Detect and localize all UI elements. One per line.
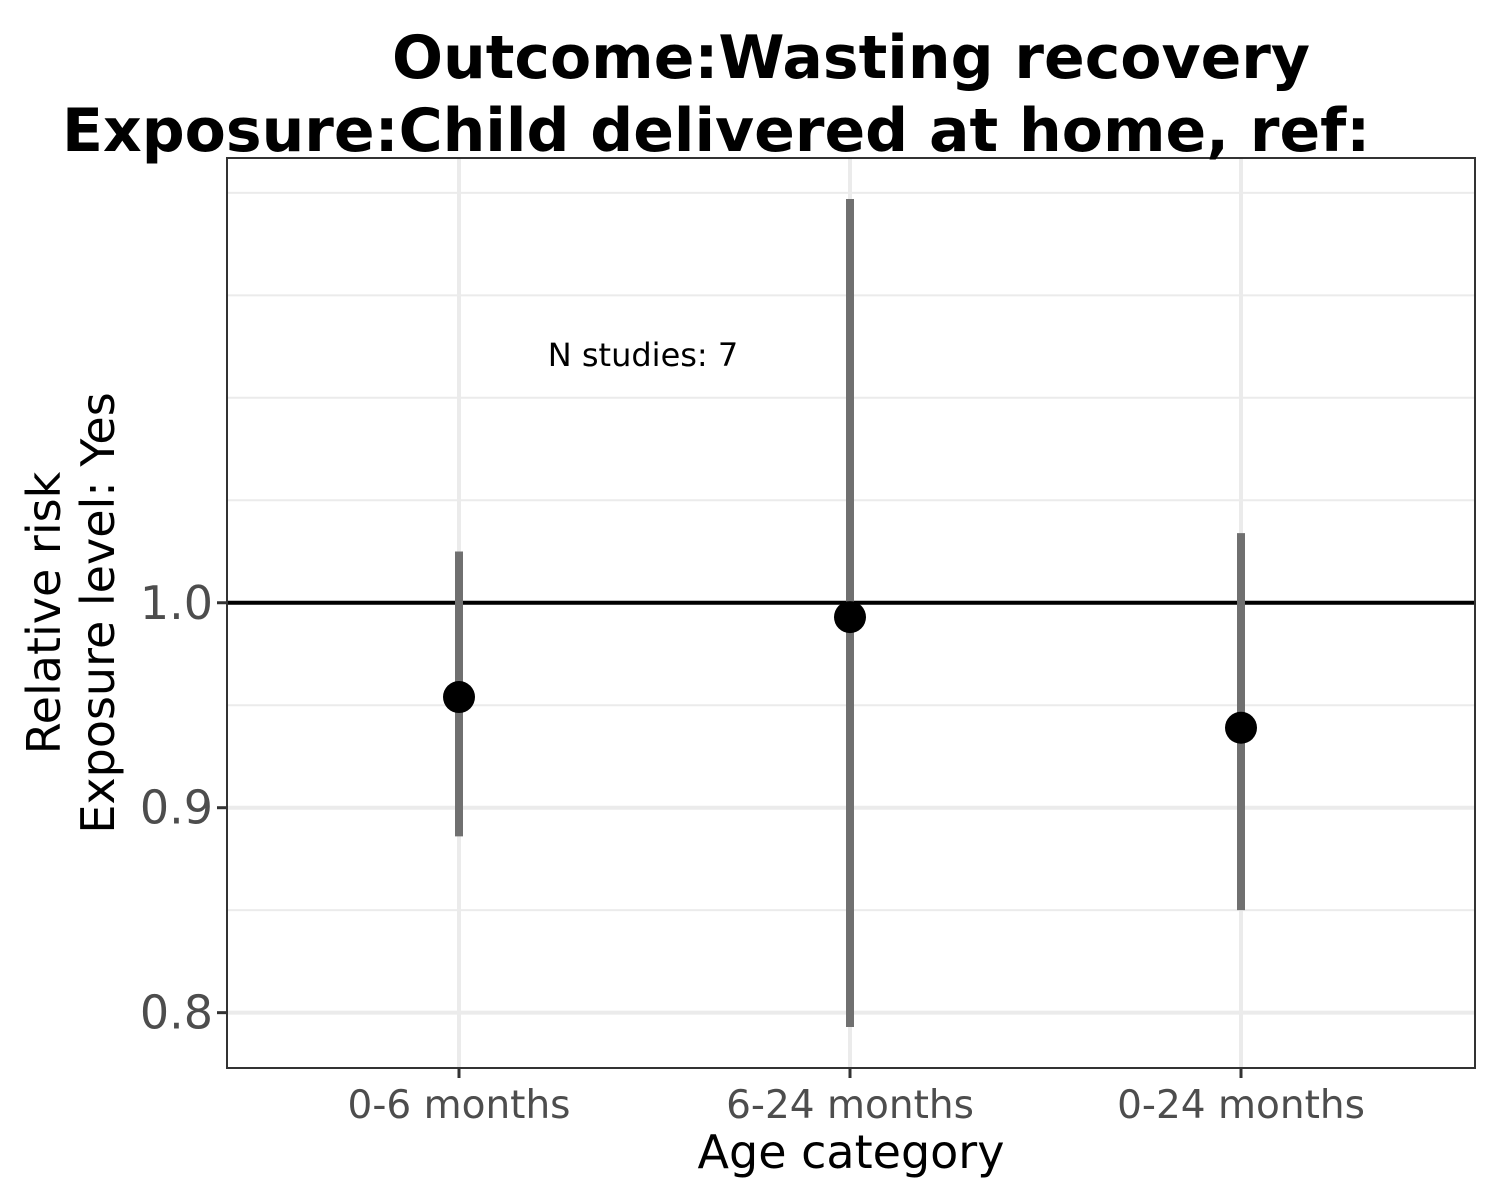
y-axis-title-line-2: Exposure level: Yes [71, 392, 125, 833]
y-tick-label-1: 0.9 [140, 781, 213, 835]
x-tick-label-2: 0-24 months [1117, 1083, 1365, 1128]
estimate-point-1 [834, 601, 866, 634]
y-axis-ticks: 0.8 0.9 1.0 [140, 576, 227, 1040]
x-axis-title: Age category [698, 1125, 1005, 1179]
x-tick-label-0: 0-6 months [348, 1083, 571, 1128]
point-layer [443, 601, 1257, 744]
x-tick-label-1: 6-24 months [726, 1083, 974, 1128]
studies-annotation: N studies: 7 [548, 336, 738, 374]
estimate-point-0 [443, 681, 475, 714]
chart-title-line-2: Exposure:Child delivered at home, ref: [62, 96, 1370, 166]
chart-title-line-1: Outcome:Wasting recovery [392, 23, 1310, 93]
y-tick-label-2: 1.0 [140, 576, 213, 630]
y-tick-label-0: 0.8 [140, 986, 213, 1040]
x-axis-ticks: 0-6 months 6-24 months 0-24 months [348, 1068, 1365, 1128]
estimate-point-2 [1225, 711, 1257, 744]
y-axis-title-line-1: Relative risk [17, 471, 71, 754]
